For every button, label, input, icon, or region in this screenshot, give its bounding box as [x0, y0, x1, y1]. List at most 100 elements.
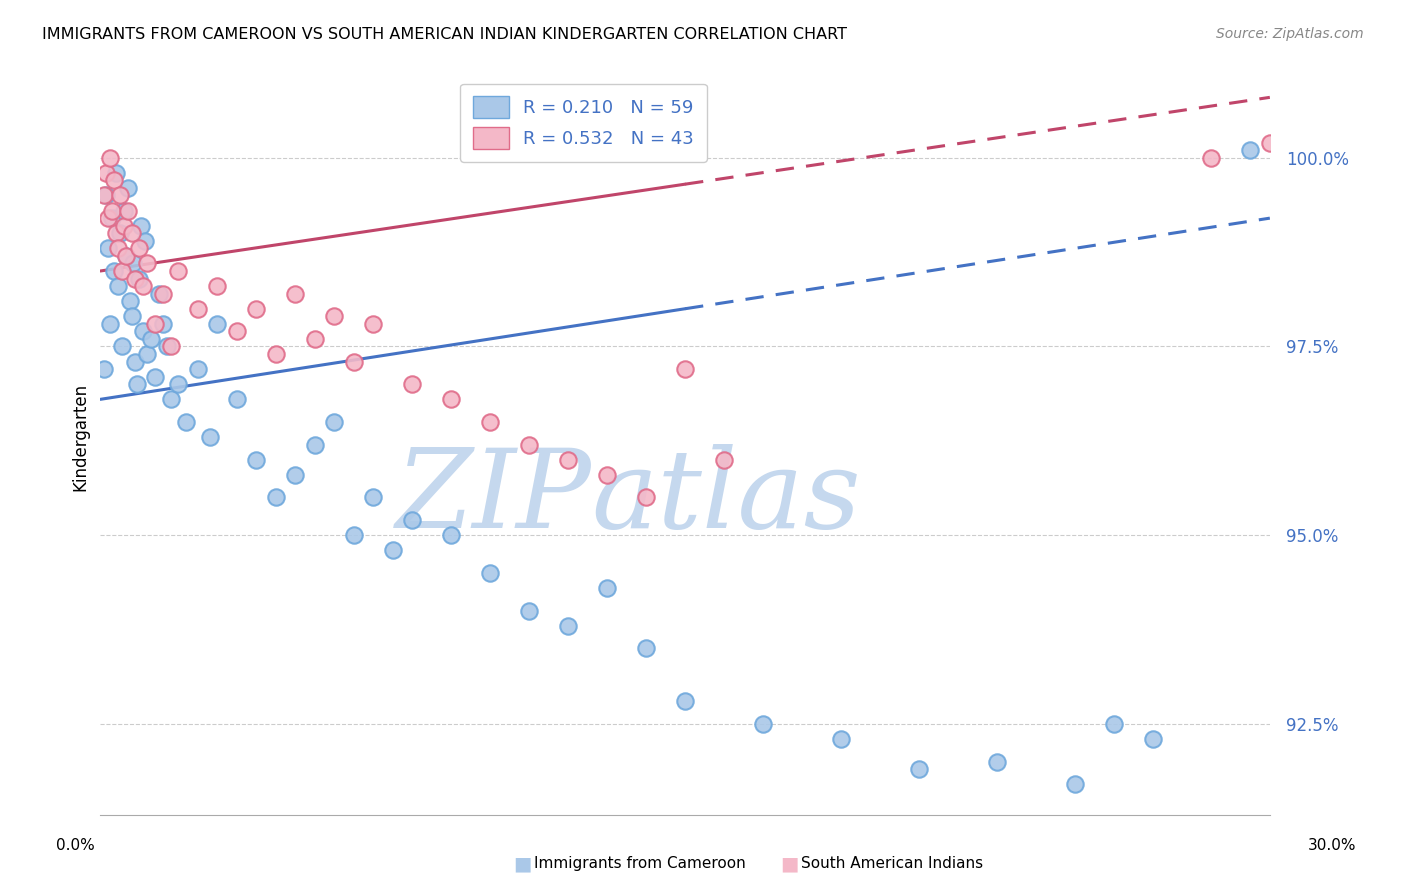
- Text: ZIP: ZIP: [395, 443, 592, 551]
- Point: [636, 491, 658, 505]
- Point: [127, 377, 149, 392]
- Point: [479, 415, 502, 429]
- Text: 30.0%: 30.0%: [1309, 838, 1357, 853]
- Point: [152, 286, 174, 301]
- Point: [108, 226, 131, 240]
- Point: [107, 241, 129, 255]
- Point: [98, 317, 121, 331]
- Text: ■: ■: [780, 854, 799, 873]
- Point: [187, 301, 209, 316]
- Point: [159, 392, 181, 407]
- Point: [284, 286, 307, 301]
- Point: [381, 543, 404, 558]
- Point: [187, 362, 209, 376]
- Point: [93, 188, 115, 202]
- Point: [107, 279, 129, 293]
- Point: [304, 332, 326, 346]
- Point: [198, 430, 221, 444]
- Point: [245, 301, 267, 316]
- Point: [96, 166, 118, 180]
- Point: [557, 452, 579, 467]
- Point: [104, 166, 127, 180]
- Point: [225, 325, 247, 339]
- Point: [284, 467, 307, 482]
- Point: [97, 241, 120, 255]
- Legend: R = 0.210   N = 59, R = 0.532   N = 43: R = 0.210 N = 59, R = 0.532 N = 43: [460, 84, 707, 162]
- Point: [908, 762, 931, 776]
- Point: [323, 415, 346, 429]
- Point: [713, 452, 735, 467]
- Point: [101, 211, 124, 226]
- Point: [128, 271, 150, 285]
- Point: [343, 354, 366, 368]
- Point: [1102, 717, 1125, 731]
- Point: [96, 188, 118, 202]
- Point: [1142, 732, 1164, 747]
- Point: [440, 392, 463, 407]
- Point: [132, 325, 155, 339]
- Point: [97, 211, 120, 226]
- Point: [93, 362, 115, 376]
- Point: [128, 241, 150, 255]
- Point: [596, 467, 619, 482]
- Point: [207, 317, 229, 331]
- Text: IMMIGRANTS FROM CAMEROON VS SOUTH AMERICAN INDIAN KINDERGARTEN CORRELATION CHART: IMMIGRANTS FROM CAMEROON VS SOUTH AMERIC…: [42, 27, 848, 42]
- Text: ■: ■: [513, 854, 531, 873]
- Point: [156, 339, 179, 353]
- Point: [124, 354, 146, 368]
- Point: [361, 491, 384, 505]
- Point: [752, 717, 775, 731]
- Point: [245, 452, 267, 467]
- Point: [111, 339, 134, 353]
- Point: [1064, 777, 1087, 791]
- Point: [152, 317, 174, 331]
- Point: [132, 279, 155, 293]
- Point: [830, 732, 852, 747]
- Point: [121, 310, 143, 324]
- Point: [1239, 143, 1261, 157]
- Point: [264, 491, 287, 505]
- Point: [134, 234, 156, 248]
- Point: [108, 188, 131, 202]
- Point: [148, 286, 170, 301]
- Point: [174, 415, 197, 429]
- Point: [207, 279, 229, 293]
- Point: [636, 641, 658, 656]
- Point: [121, 226, 143, 240]
- Point: [167, 377, 190, 392]
- Point: [517, 437, 540, 451]
- Point: [440, 528, 463, 542]
- Point: [557, 619, 579, 633]
- Text: Source: ZipAtlas.com: Source: ZipAtlas.com: [1216, 27, 1364, 41]
- Point: [111, 264, 134, 278]
- Point: [118, 294, 141, 309]
- Point: [1258, 136, 1281, 150]
- Point: [103, 264, 125, 278]
- Point: [143, 369, 166, 384]
- Point: [101, 203, 124, 218]
- Point: [104, 226, 127, 240]
- Point: [103, 173, 125, 187]
- Point: [401, 513, 423, 527]
- Point: [139, 332, 162, 346]
- Text: 0.0%: 0.0%: [56, 838, 96, 853]
- Point: [167, 264, 190, 278]
- Point: [112, 219, 135, 233]
- Point: [98, 151, 121, 165]
- Point: [117, 203, 139, 218]
- Point: [304, 437, 326, 451]
- Text: South American Indians: South American Indians: [801, 856, 984, 871]
- Text: Immigrants from Cameroon: Immigrants from Cameroon: [534, 856, 747, 871]
- Point: [159, 339, 181, 353]
- Point: [596, 581, 619, 595]
- Point: [122, 256, 145, 270]
- Y-axis label: Kindergarten: Kindergarten: [72, 383, 89, 491]
- Point: [401, 377, 423, 392]
- Point: [143, 317, 166, 331]
- Point: [986, 755, 1008, 769]
- Text: atlas: atlas: [592, 443, 860, 551]
- Point: [1201, 151, 1223, 165]
- Point: [673, 362, 696, 376]
- Point: [129, 219, 152, 233]
- Point: [343, 528, 366, 542]
